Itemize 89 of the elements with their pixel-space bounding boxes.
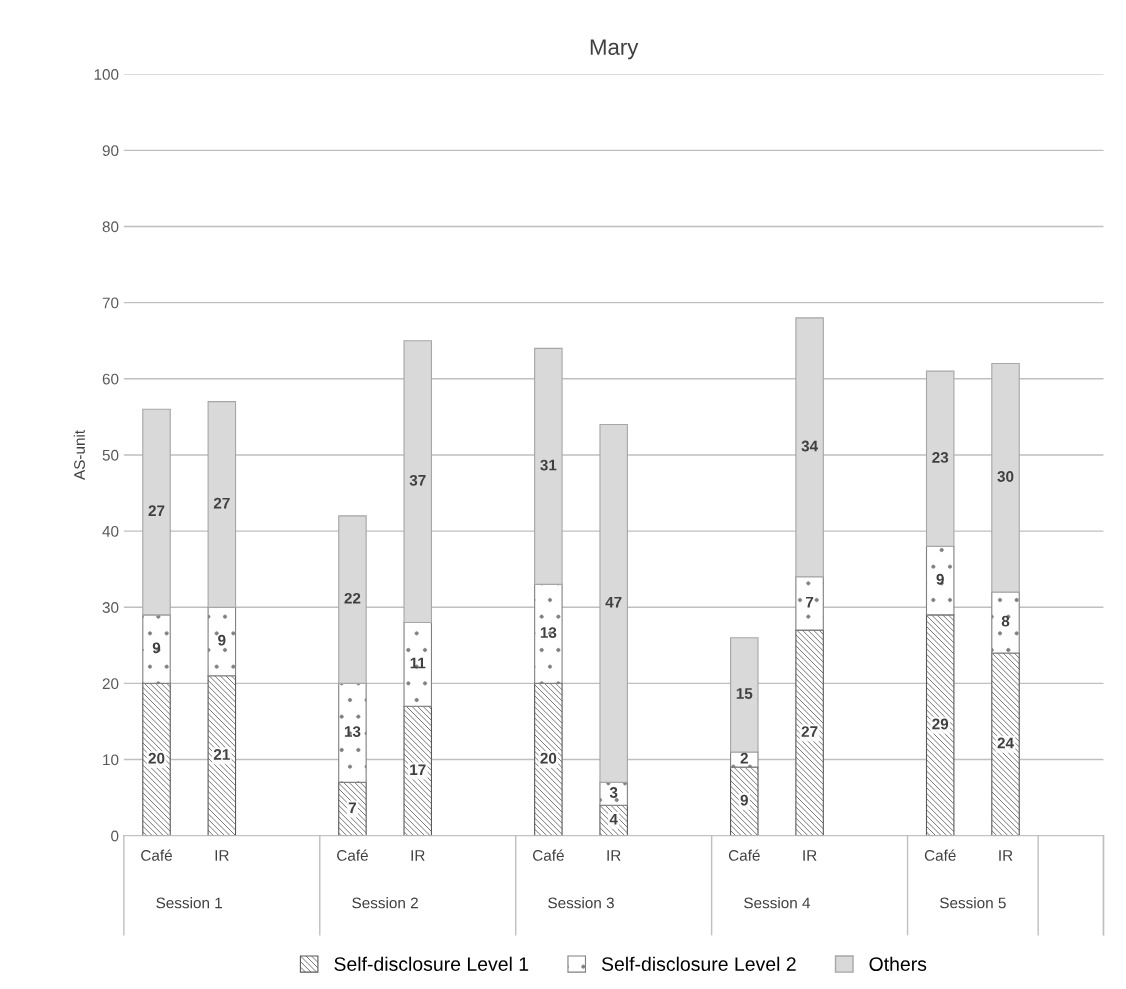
bar <box>730 637 759 753</box>
text: Session 4 <box>744 897 811 909</box>
data-label: 2 <box>740 752 748 764</box>
text: Session 3 <box>548 897 614 909</box>
bar <box>795 317 824 578</box>
bar <box>403 340 433 624</box>
data-label: 47 <box>605 596 622 608</box>
x-tick-label: Café <box>141 849 172 861</box>
bar <box>338 515 367 684</box>
data-label: 34 <box>801 440 819 452</box>
y-tick-label: 100 <box>94 69 119 80</box>
legend-label: Others <box>869 956 927 971</box>
data-label: 29 <box>932 718 949 730</box>
bar <box>534 583 563 684</box>
data-label: 4 <box>609 813 618 825</box>
bar <box>991 363 1020 593</box>
data-label: 9 <box>936 573 944 585</box>
data-label: 24 <box>997 737 1014 749</box>
data-label: 9 <box>152 642 161 654</box>
data-label: 8 <box>1001 615 1010 627</box>
data-label: 13 <box>344 726 361 738</box>
bar <box>925 614 955 836</box>
text: Session 1 <box>156 897 222 909</box>
y-tick-label: 80 <box>102 221 119 233</box>
legend-label: Self-disclosure Level 1 <box>334 956 529 971</box>
data-label: 20 <box>540 752 557 764</box>
bar <box>403 705 433 836</box>
bar <box>534 347 563 585</box>
data-label: 7 <box>806 596 814 608</box>
y-tick-label: 50 <box>102 449 119 461</box>
bar <box>403 621 433 707</box>
x-tick-label: IR <box>803 850 817 861</box>
bar <box>991 591 1020 654</box>
y-tick-label: 10 <box>103 754 119 766</box>
data-label: 21 <box>213 749 230 760</box>
data-label: 7 <box>348 802 357 813</box>
bar <box>599 423 628 783</box>
x-tick-label: IR <box>607 850 621 861</box>
bar <box>142 408 171 616</box>
x-tick-label: IR <box>215 850 229 861</box>
text: Session 2 <box>352 897 418 909</box>
x-tick-label: Café <box>337 849 368 861</box>
chart-title: Mary <box>590 39 639 60</box>
data-label: 13 <box>540 627 557 639</box>
x-tick-label: IR <box>411 850 425 861</box>
bar <box>338 781 367 836</box>
bar <box>795 576 824 631</box>
bar <box>795 629 824 836</box>
x-tick-label: Café <box>924 849 956 861</box>
y-axis-title: AS-unit <box>73 430 85 480</box>
bar <box>925 545 955 616</box>
data-label: 11 <box>410 657 426 669</box>
data-label: 27 <box>148 505 165 517</box>
y-tick-label: 70 <box>102 297 119 309</box>
bar <box>207 606 237 677</box>
bar <box>991 652 1020 836</box>
data-label: 3 <box>609 787 618 798</box>
bar <box>599 781 628 806</box>
data-label: 37 <box>409 474 426 486</box>
data-label: 22 <box>344 592 361 604</box>
data-label: 27 <box>213 497 230 509</box>
data-label: 15 <box>736 688 753 699</box>
data-label: 30 <box>997 471 1014 482</box>
y-tick-label: 60 <box>102 373 119 385</box>
y-tick-label: 40 <box>102 525 119 537</box>
data-label: 23 <box>932 452 949 463</box>
data-label: 20 <box>148 752 165 764</box>
data-label: 9 <box>218 634 226 646</box>
y-tick-label: 90 <box>102 145 119 157</box>
bar <box>730 766 759 836</box>
data-label: 17 <box>410 764 426 775</box>
text: Session 5 <box>940 897 1006 909</box>
data-label: 31 <box>540 459 557 471</box>
y-tick-label: 30 <box>102 602 119 613</box>
bar <box>142 614 171 684</box>
y-tick-label: 0 <box>111 830 119 842</box>
legend-label: Self-disclosure Level 2 <box>601 956 796 971</box>
y-tick-label: 20 <box>102 678 119 690</box>
x-tick-label: Café <box>533 849 564 861</box>
x-tick-label: Café <box>728 849 760 861</box>
bar <box>207 401 237 608</box>
bar <box>534 682 563 836</box>
x-tick-label: IR <box>999 850 1013 861</box>
bar <box>207 675 237 836</box>
bar <box>338 682 367 783</box>
data-label: 9 <box>740 794 748 806</box>
data-label: 27 <box>801 726 818 737</box>
bar <box>142 682 171 836</box>
bar <box>925 370 955 547</box>
